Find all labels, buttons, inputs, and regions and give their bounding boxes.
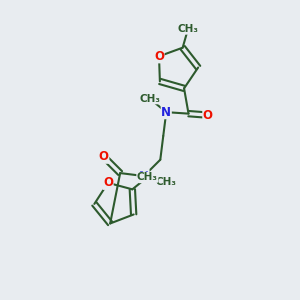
Text: O: O: [203, 109, 213, 122]
Text: N: N: [161, 106, 171, 119]
Text: CH₃: CH₃: [156, 177, 177, 187]
Text: O: O: [99, 150, 109, 163]
Text: CH₃: CH₃: [140, 94, 160, 104]
Text: N: N: [139, 169, 149, 183]
Text: CH₃: CH₃: [137, 172, 158, 182]
Text: O: O: [103, 176, 113, 189]
Text: O: O: [154, 50, 164, 63]
Text: CH₃: CH₃: [178, 24, 199, 34]
